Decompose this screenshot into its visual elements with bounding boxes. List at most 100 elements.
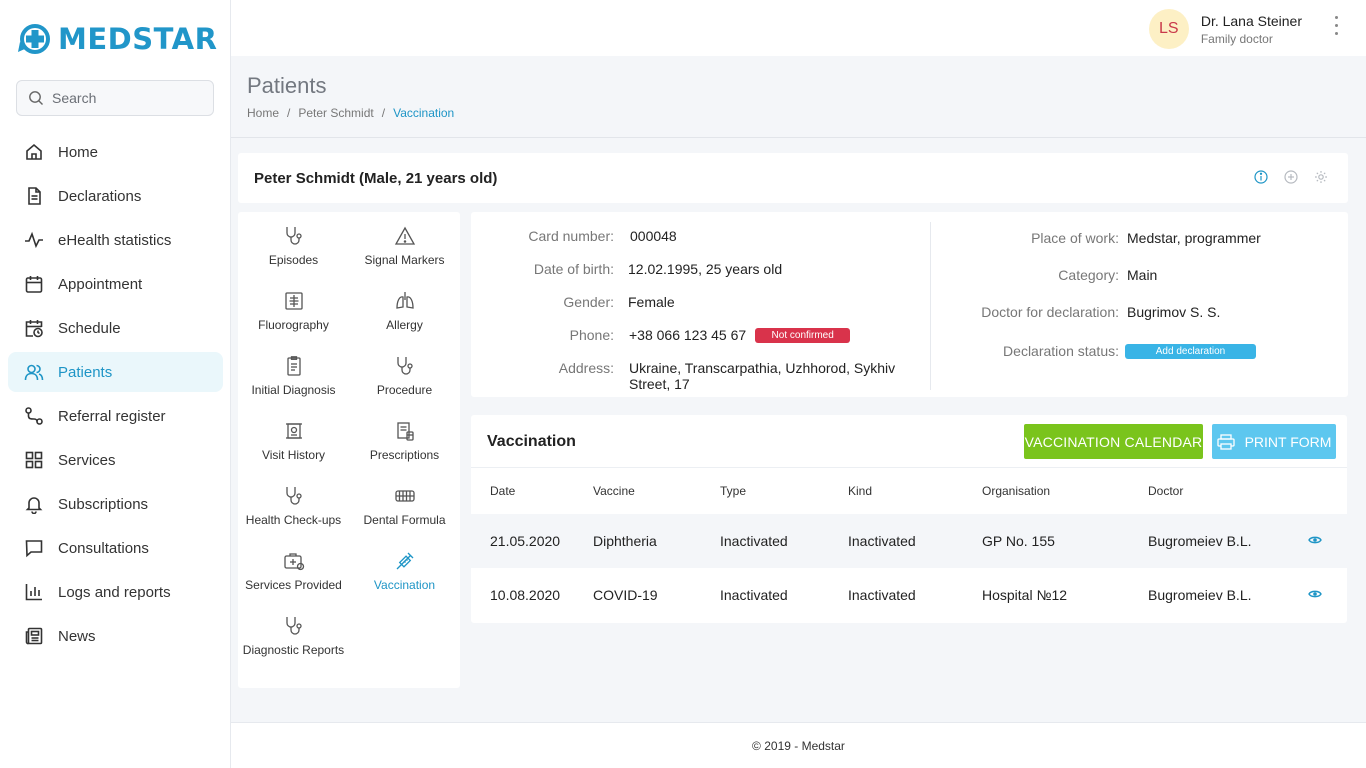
info-label: Gender:	[563, 294, 614, 310]
sidebar-item-services[interactable]: Services	[8, 440, 223, 480]
main-content: Patients Home / Peter Schmidt / Vaccinat…	[231, 56, 1366, 722]
top-bar: LS Dr. Lana Steiner Family doctor	[231, 0, 1366, 56]
sidebar-item-appointment[interactable]: Appointment	[8, 264, 223, 304]
cell-type: Inactivated	[720, 533, 788, 549]
info-value: +38 066 123 45 67	[629, 327, 747, 343]
vaccination-calendar-button[interactable]: VACCINATION CALENDAR	[1024, 424, 1203, 459]
patient-heading: Peter Schmidt (Male, 21 years old)	[254, 169, 498, 187]
menu-item-procedure[interactable]: Procedure	[349, 355, 460, 420]
menu-item-label: Health Check-ups	[245, 513, 342, 527]
address-line-2: Street, 17	[629, 376, 690, 392]
info-label: Date of birth:	[533, 261, 614, 277]
vaccination-title: Vaccination	[487, 433, 576, 450]
sidebar-item-label: Consultations	[58, 539, 149, 557]
bell-icon	[25, 497, 43, 514]
column-header-kind[interactable]: Kind	[848, 484, 873, 498]
printer-icon	[1216, 433, 1235, 450]
sidebar-item-home[interactable]: Home	[8, 132, 223, 172]
menu-item-allergy[interactable]: Allergy	[349, 290, 460, 355]
column-header-doctor[interactable]: Doctor	[1148, 484, 1184, 498]
sidebar-item-consultations[interactable]: Consultations	[8, 528, 223, 568]
print-form-button[interactable]: PRINT FORM	[1212, 424, 1336, 459]
column-header-vaccine[interactable]: Vaccine	[593, 484, 635, 498]
sidebar-item-subscriptions[interactable]: Subscriptions	[8, 484, 223, 524]
patient-info-card: Card number: 000048 Date of birth: 12.02…	[471, 212, 1348, 397]
warning-icon	[394, 226, 415, 245]
column-header-type[interactable]: Type	[720, 484, 747, 498]
info-value: Medstar, programmer	[1127, 230, 1261, 246]
add-declaration-badge[interactable]: Add declaration	[1125, 343, 1256, 359]
logo[interactable]: MEDSTAR	[18, 22, 217, 56]
add-circle-icon[interactable]	[1284, 170, 1298, 184]
grid-icon	[25, 451, 43, 469]
user-profile[interactable]: LS Dr. Lana Steiner Family doctor	[1148, 9, 1302, 49]
sidebar-item-referral-register[interactable]: Referral register	[8, 396, 223, 436]
calendar-icon	[25, 276, 43, 293]
menu-item-label: Prescriptions	[369, 448, 440, 462]
print-form-label: PRINT FORM	[1244, 433, 1332, 450]
xray-icon	[284, 292, 303, 310]
info-doctor-for-declaration: Doctor for declaration: Bugrimov S. S.	[951, 304, 1220, 320]
menu-item-vaccination[interactable]: Vaccination	[349, 550, 460, 615]
sidebar-item-label: Schedule	[58, 319, 121, 337]
divider	[231, 137, 1366, 138]
cell-date: 21.05.2020	[490, 533, 561, 549]
prescription-icon	[396, 422, 414, 441]
info-label: Place of work:	[1031, 230, 1119, 246]
menu-item-services-provided[interactable]: Services Provided	[238, 550, 349, 615]
info-card-number: Card number: 000048	[471, 228, 677, 244]
menu-item-initial-diagnosis[interactable]: Initial Diagnosis	[238, 355, 349, 420]
info-label: Declaration status:	[1003, 343, 1119, 359]
menu-item-diagnostic-reports[interactable]: Diagnostic Reports	[238, 615, 349, 680]
menu-item-visit-history[interactable]: Visit History	[238, 420, 349, 485]
kebab-menu-icon[interactable]	[1335, 16, 1339, 35]
stethoscope-icon	[285, 617, 302, 635]
sidebar-item-patients[interactable]: Patients	[8, 352, 223, 392]
breadcrumb-patient[interactable]: Peter Schmidt	[298, 106, 374, 120]
breadcrumb-current: Vaccination	[393, 106, 455, 120]
column-header-organisation[interactable]: Organisation	[982, 484, 1051, 498]
medical-cross-logo-icon	[18, 24, 50, 54]
info-value: 000048	[630, 228, 677, 244]
menu-item-prescriptions[interactable]: Prescriptions	[349, 420, 460, 485]
menu-item-dental-formula[interactable]: Dental Formula	[349, 485, 460, 550]
sidebar-item-schedule[interactable]: Schedule	[8, 308, 223, 348]
table-row[interactable]: 21.05.2020 Diphtheria Inactivated Inacti…	[471, 514, 1347, 568]
sidebar-nav: Home Declarations eHealth statistics App…	[8, 132, 223, 660]
search-box[interactable]	[16, 80, 214, 116]
menu-item-fluorography[interactable]: Fluorography	[238, 290, 349, 355]
sidebar-item-logs-and-reports[interactable]: Logs and reports	[8, 572, 223, 612]
sidebar-item-declarations[interactable]: Declarations	[8, 176, 223, 216]
menu-item-episodes[interactable]: Episodes	[238, 225, 349, 290]
stethoscope-icon	[285, 487, 302, 505]
menu-item-signal-markers[interactable]: Signal Markers	[349, 225, 460, 290]
info-category: Category: Main	[951, 267, 1157, 283]
menu-item-label: Fluorography	[258, 318, 329, 332]
info-phone: Phone: +38 066 123 45 67 Not confirmed	[471, 327, 851, 343]
info-label: Category:	[1058, 267, 1119, 283]
syringe-icon	[396, 552, 413, 570]
sidebar-item-label: eHealth statistics	[58, 231, 172, 249]
menu-item-health-check-ups[interactable]: Health Check-ups	[238, 485, 349, 550]
info-place-of-work: Place of work: Medstar, programmer	[951, 230, 1261, 246]
info-icon[interactable]	[1254, 170, 1268, 184]
avatar: LS	[1148, 9, 1189, 49]
menu-item-label: Initial Diagnosis	[251, 383, 336, 397]
view-eye-icon[interactable]	[1308, 589, 1322, 599]
sidebar-item-ehealth-statistics[interactable]: eHealth statistics	[8, 220, 223, 260]
table-header: Date Vaccine Type Kind Organisation Doct…	[471, 467, 1347, 514]
column-header-date[interactable]: Date	[490, 484, 516, 498]
search-input[interactable]	[52, 90, 202, 106]
teeth-icon	[394, 490, 415, 502]
sidebar-item-news[interactable]: News	[8, 616, 223, 656]
info-label: Doctor for declaration:	[981, 304, 1119, 320]
gear-icon[interactable]	[1314, 170, 1328, 184]
user-name: Dr. Lana Steiner	[1200, 12, 1302, 29]
menu-item-label: Dental Formula	[363, 513, 446, 527]
breadcrumb-home[interactable]: Home	[247, 106, 280, 120]
sidebar-item-label: Services	[58, 451, 116, 469]
table-row[interactable]: 10.08.2020 COVID-19 Inactivated Inactiva…	[471, 568, 1347, 622]
view-eye-icon[interactable]	[1308, 535, 1322, 545]
breadcrumb: Home / Peter Schmidt / Vaccination	[247, 106, 454, 120]
info-declaration-status: Declaration status: Add declaration	[951, 343, 1256, 359]
